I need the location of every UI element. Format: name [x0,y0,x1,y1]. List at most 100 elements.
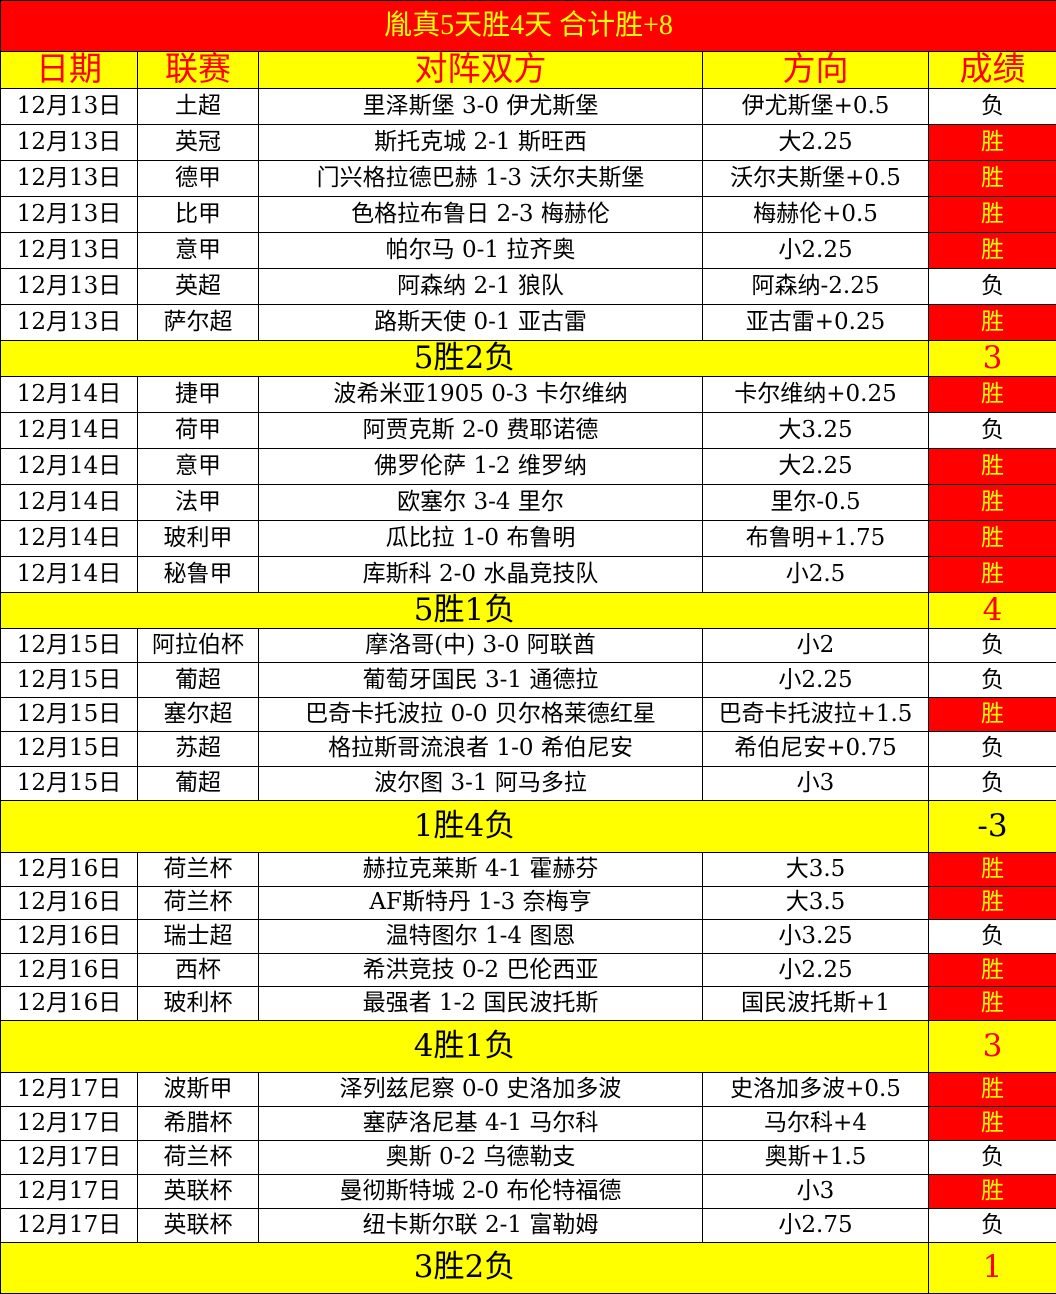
cell-result: 负 [927,627,1056,664]
summary-score: 1 [927,1241,1056,1294]
cell-pick: 大3.5 [702,851,929,887]
header-result: 成绩 [927,51,1056,89]
header-league: 联赛 [137,51,259,89]
cell-pick: 小2.25 [702,662,929,698]
cell-match: 泽列兹尼察 0-0 史洛加多波 [258,1071,703,1107]
title-row: 胤真5天胜4天 合计胜+8 [0,0,1056,52]
cell-date: 12月13日 [0,88,138,125]
cell-match: 塞萨洛尼基 4-1 马尔科 [258,1105,703,1141]
cell-league: 玻利甲 [137,520,259,557]
cell-date: 12月15日 [0,731,138,767]
cell-date: 12月17日 [0,1139,138,1175]
cell-league: 萨尔超 [137,304,259,341]
cell-match: 帕尔马 0-1 拉齐奥 [258,232,703,269]
cell-date: 12月15日 [0,765,138,801]
cell-match: 格拉斯哥流浪者 1-0 希伯尼安 [258,731,703,767]
table-row: 12月16日 玻利杯 最强者 1-2 国民波托斯 国民波托斯+1 胜 [0,986,1056,1021]
cell-match: 波尔图 3-1 阿马多拉 [258,765,703,801]
cell-result: 负 [927,765,1056,801]
cell-match: 摩洛哥(中) 3-0 阿联酋 [258,627,703,664]
cell-pick: 亚古雷+0.25 [702,304,929,341]
cell-league: 比甲 [137,196,259,233]
cell-match: 曼彻斯特城 2-0 布伦特福德 [258,1173,703,1209]
cell-match: 佛罗伦萨 1-2 维罗纳 [258,448,703,485]
cell-date: 12月14日 [0,520,138,557]
cell-match: 阿贾克斯 2-0 费耶诺德 [258,412,703,449]
sheet-title: 胤真5天胜4天 合计胜+8 [0,0,1056,52]
cell-league: 玻利杯 [137,986,259,1021]
cell-league: 阿拉伯杯 [137,627,259,664]
table-row: 12月17日 英联杯 曼彻斯特城 2-0 布伦特福德 小3 胜 [0,1173,1056,1209]
cell-result: 负 [927,88,1056,125]
cell-league: 意甲 [137,232,259,269]
cell-date: 12月14日 [0,448,138,485]
cell-match: 色格拉布鲁日 2-3 梅赫伦 [258,196,703,233]
cell-league: 荷兰杯 [137,885,259,921]
cell-match: 纽卡斯尔联 2-1 富勒姆 [258,1207,703,1243]
cell-result: 负 [927,412,1056,449]
cell-league: 波斯甲 [137,1071,259,1107]
cell-pick: 小2.25 [702,952,929,988]
cell-pick: 大3.5 [702,885,929,921]
cell-result: 胜 [927,885,1056,921]
table-row: 12月15日 塞尔超 巴奇卡托波拉 0-0 贝尔格莱德红星 巴奇卡托波拉+1.5 胜 [0,696,1056,733]
cell-result: 胜 [927,1173,1056,1209]
header-pick: 方向 [702,51,929,89]
table-row: 12月16日 荷兰杯 AF斯特丹 1-3 奈梅亨 大3.5 胜 [0,885,1056,921]
cell-result: 胜 [927,376,1056,413]
summary-row: 5胜2负 3 [0,340,1056,377]
cell-match: 瓜比拉 1-0 布鲁明 [258,520,703,557]
cell-date: 12月17日 [0,1207,138,1243]
cell-result: 负 [927,1139,1056,1175]
cell-result: 胜 [927,304,1056,341]
cell-date: 12月13日 [0,232,138,269]
cell-result: 胜 [927,124,1056,161]
cell-pick: 巴奇卡托波拉+1.5 [702,696,929,733]
cell-match: 路斯天使 0-1 亚古雷 [258,304,703,341]
cell-match: 巴奇卡托波拉 0-0 贝尔格莱德红星 [258,696,703,733]
summary-record: 1胜4负 [0,799,929,853]
cell-pick: 卡尔维纳+0.25 [702,376,929,413]
cell-league: 荷兰杯 [137,851,259,887]
cell-result: 负 [927,1207,1056,1243]
cell-league: 土超 [137,88,259,125]
cell-result: 负 [927,662,1056,698]
cell-league: 意甲 [137,448,259,485]
cell-date: 12月13日 [0,268,138,305]
cell-pick: 伊尤斯堡+0.5 [702,88,929,125]
summary-row: 5胜1负 4 [0,592,1056,629]
cell-match: 欧塞尔 3-4 里尔 [258,484,703,521]
table-row: 12月15日 葡超 葡萄牙国民 3-1 通德拉 小2.25 负 [0,662,1056,698]
header-row: 日期 联赛 对阵双方 方向 成绩 [0,51,1056,89]
table-row: 12月14日 荷甲 阿贾克斯 2-0 费耶诺德 大3.25 负 [0,412,1056,449]
cell-pick: 国民波托斯+1 [702,986,929,1021]
cell-result: 胜 [927,484,1056,521]
cell-date: 12月16日 [0,919,138,954]
cell-pick: 小3 [702,1173,929,1209]
table-row: 12月16日 西杯 希洪竞技 0-2 巴伦西亚 小2.25 胜 [0,952,1056,988]
cell-result: 胜 [927,520,1056,557]
cell-result: 胜 [927,160,1056,197]
cell-pick: 布鲁明+1.75 [702,520,929,557]
cell-league: 英超 [137,268,259,305]
header-match: 对阵双方 [258,51,703,89]
cell-league: 荷甲 [137,412,259,449]
cell-date: 12月16日 [0,952,138,988]
cell-date: 12月16日 [0,885,138,921]
cell-date: 12月16日 [0,851,138,887]
cell-result: 胜 [927,556,1056,593]
cell-pick: 小2.5 [702,556,929,593]
cell-date: 12月14日 [0,412,138,449]
cell-match: 阿森纳 2-1 狼队 [258,268,703,305]
cell-pick: 小2.75 [702,1207,929,1243]
cell-date: 12月14日 [0,376,138,413]
summary-score: -3 [927,799,1056,853]
cell-date: 12月13日 [0,124,138,161]
cell-match: 门兴格拉德巴赫 1-3 沃尔夫斯堡 [258,160,703,197]
summary-row: 1胜4负 -3 [0,799,1056,853]
cell-pick: 大3.25 [702,412,929,449]
cell-pick: 小2 [702,627,929,664]
cell-pick: 史洛加多波+0.5 [702,1071,929,1107]
table-row: 12月15日 苏超 格拉斯哥流浪者 1-0 希伯尼安 希伯尼安+0.75 负 [0,731,1056,767]
